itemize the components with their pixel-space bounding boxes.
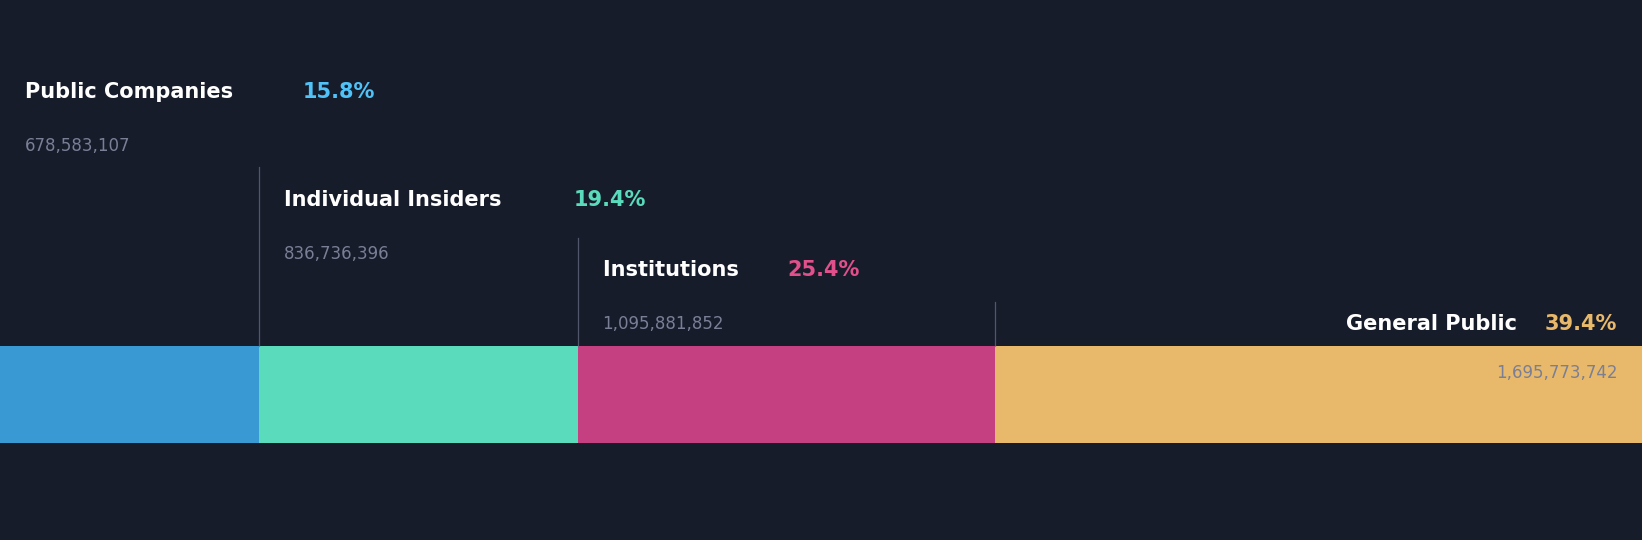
Text: Individual Insiders: Individual Insiders (284, 190, 509, 210)
Text: Public Companies: Public Companies (25, 82, 240, 102)
Text: 836,736,396: 836,736,396 (284, 245, 389, 263)
Bar (995, 346, 1642, 443)
Text: General Public: General Public (1346, 314, 1524, 334)
Text: Institutions: Institutions (603, 260, 745, 280)
Text: 1,095,881,852: 1,095,881,852 (603, 315, 724, 333)
Text: 25.4%: 25.4% (787, 260, 860, 280)
Text: 39.4%: 39.4% (1545, 314, 1617, 334)
Bar (578, 346, 995, 443)
Bar (259, 346, 578, 443)
Text: 678,583,107: 678,583,107 (25, 137, 130, 155)
Text: 19.4%: 19.4% (575, 190, 647, 210)
Text: 15.8%: 15.8% (302, 82, 374, 102)
Text: 1,695,773,742: 1,695,773,742 (1496, 363, 1617, 382)
Bar (0, 346, 259, 443)
